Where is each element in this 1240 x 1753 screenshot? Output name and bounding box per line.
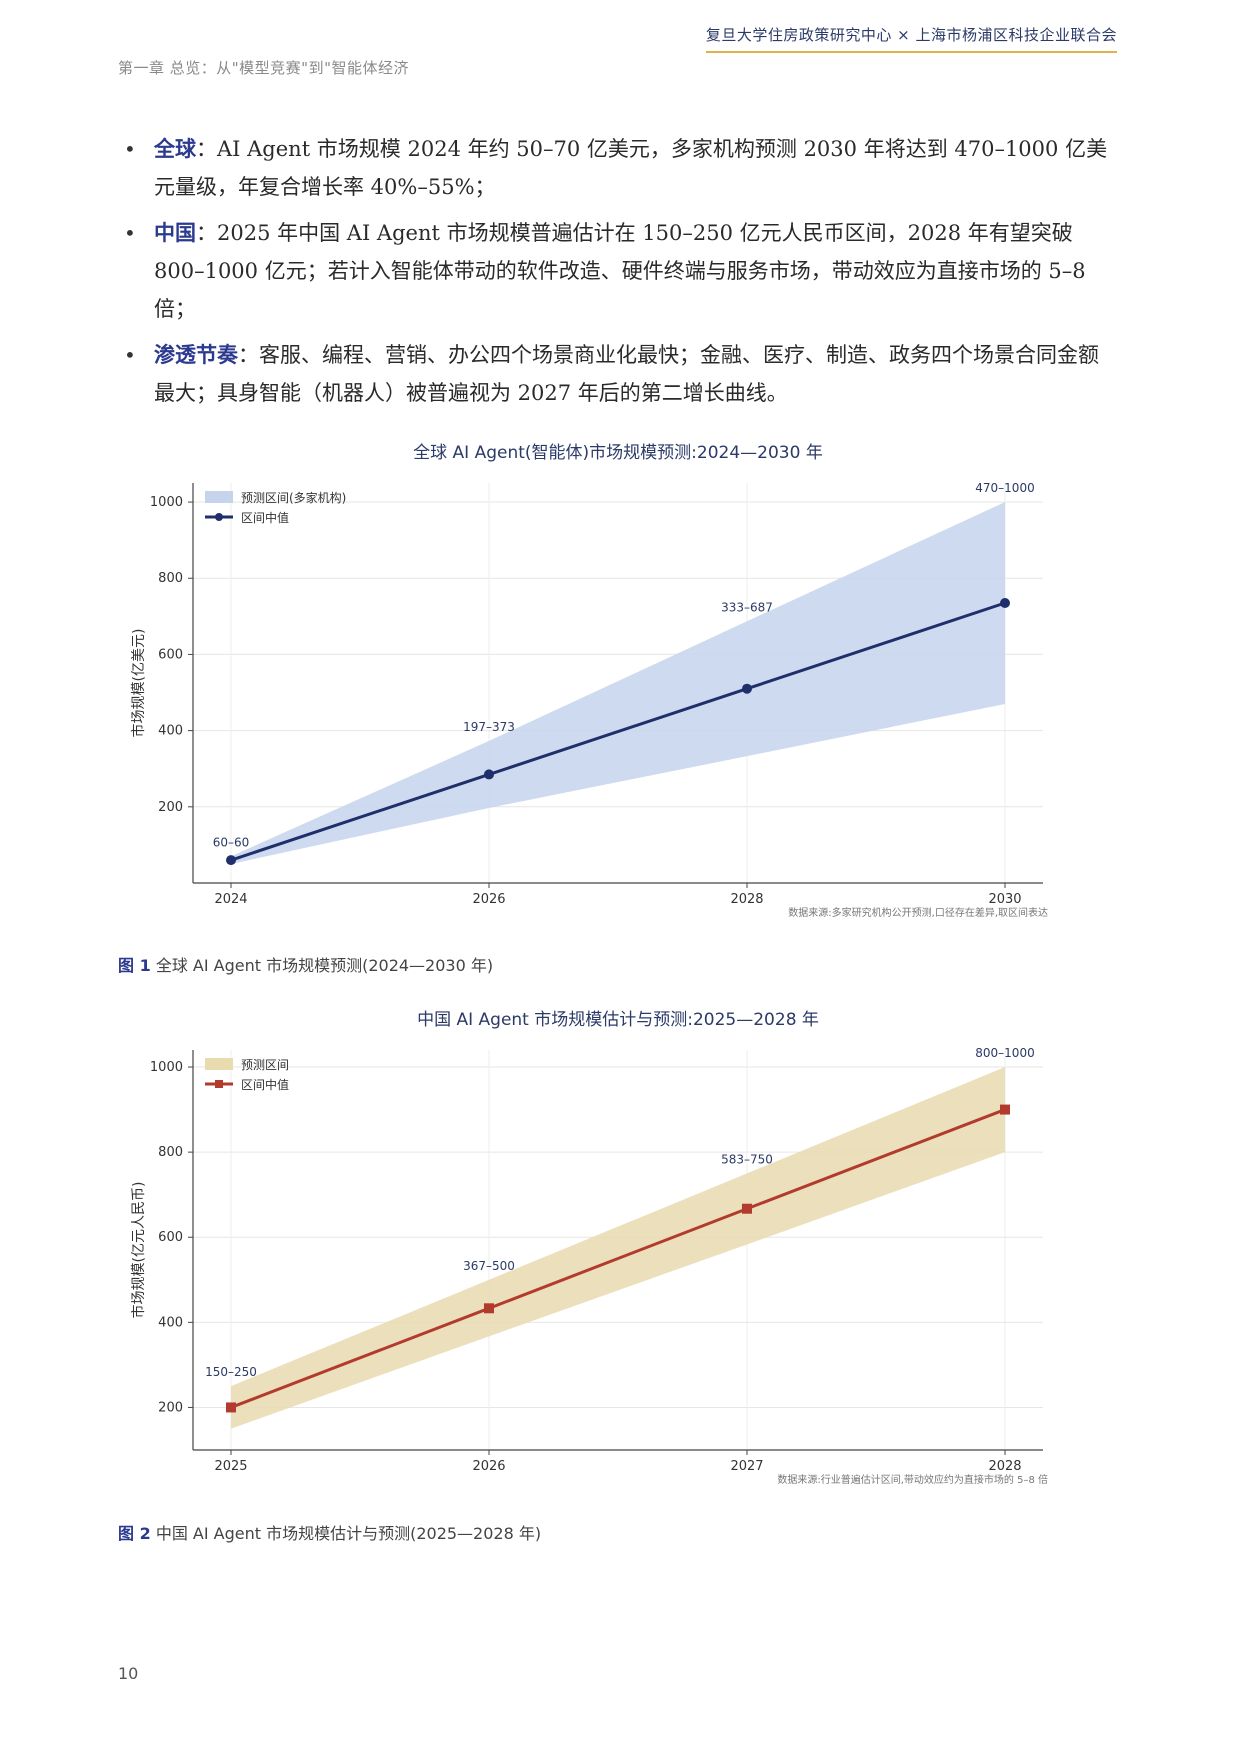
bullet-dot-icon: • — [124, 343, 136, 367]
bullet-dot-icon: • — [124, 137, 136, 161]
median-point — [484, 769, 494, 780]
bullet-dot-icon: • — [124, 221, 136, 245]
bullet-item-china: • 中国：2025 年中国 AI Agent 市场规模普遍估计在 150–250… — [118, 214, 1118, 328]
china-market-chart: 中国 AI Agent 市场规模估计与预测:2025—2028 年 200 400 6… — [130, 1010, 1048, 1486]
y-axis-label: 市场规模(亿美元) — [130, 629, 147, 738]
bullet-list: • 全球：AI Agent 市场规模 2024 年约 50–70 亿美元，多家机… — [118, 130, 1118, 420]
y-tick-label: 600 — [158, 1230, 183, 1245]
bullet-item-penetration: • 渗透节奏：客服、编程、营销、办公四个场景商业化最快；金融、医疗、制造、政务四… — [118, 336, 1118, 412]
median-point — [226, 1402, 236, 1413]
legend-band-label: 预测区间 — [241, 1058, 289, 1072]
range-label: 150–250 — [205, 1365, 257, 1379]
caption-text: 中国 AI Agent 市场规模估计与预测(2025—2028 年) — [155, 1524, 542, 1543]
legend-band-swatch — [205, 491, 233, 503]
x-tick-label: 2026 — [472, 1459, 505, 1474]
chart-title: 中国 AI Agent 市场规模估计与预测:2025—2028 年 — [417, 1010, 819, 1030]
bullet-text: 2025 年中国 AI Agent 市场规模普遍估计在 150–250 亿元人民… — [154, 221, 1086, 321]
range-label: 60–60 — [213, 835, 250, 849]
bullet-text: 客服、编程、营销、办公四个场景商业化最快；金融、医疗、制造、政务四个场景合同金额… — [154, 343, 1099, 405]
x-tick-label: 2030 — [988, 892, 1021, 907]
median-point — [226, 855, 236, 866]
chart-title: 全球 AI Agent(智能体)市场规模预测:2024—2030 年 — [413, 443, 823, 463]
legend-line-label: 区间中值 — [241, 510, 289, 525]
x-tick-label: 2025 — [214, 1459, 247, 1474]
x-tick-label: 2028 — [988, 1459, 1021, 1474]
bullet-item-global: • 全球：AI Agent 市场规模 2024 年约 50–70 亿美元，多家机… — [118, 130, 1118, 206]
median-point — [1000, 598, 1010, 608]
bullet-key: 渗透节奏 — [154, 342, 238, 367]
caption-number: 图 2 — [118, 1524, 151, 1543]
x-tick-label: 2028 — [730, 892, 763, 907]
figure-caption-1: 图 1 全球 AI Agent 市场规模预测(2024—2030 年) — [118, 952, 493, 976]
range-label: 800–1000 — [975, 1046, 1034, 1060]
y-tick-label: 800 — [158, 1145, 183, 1160]
y-tick-label: 800 — [158, 571, 183, 586]
x-tick-label: 2027 — [730, 1459, 763, 1474]
y-tick-label: 1000 — [150, 495, 183, 510]
figure-caption-2: 图 2 中国 AI Agent 市场规模估计与预测(2025—2028 年) — [118, 1520, 541, 1544]
legend-band-swatch — [205, 1058, 233, 1070]
y-tick-label: 200 — [158, 800, 183, 815]
median-point — [742, 1203, 752, 1214]
legend-line-label: 区间中值 — [241, 1077, 289, 1092]
caption-number: 图 1 — [118, 956, 151, 975]
range-label: 470–1000 — [975, 481, 1034, 495]
x-tick-label: 2024 — [214, 892, 247, 907]
median-point — [1000, 1104, 1010, 1115]
forecast-band — [231, 1067, 1005, 1429]
forecast-band — [231, 502, 1005, 864]
y-tick-label: 400 — [158, 1315, 183, 1330]
y-axis-label: 市场规模(亿元人民币) — [130, 1182, 147, 1319]
range-label: 333–687 — [721, 600, 773, 614]
global-market-chart: 全球 AI Agent(智能体)市场规模预测:2024—2030 年 200 400… — [130, 443, 1048, 919]
range-label: 367–500 — [463, 1259, 515, 1273]
median-line — [230, 1108, 1006, 1409]
legend-band-label: 预测区间(多家机构) — [241, 490, 346, 505]
page-number: 10 — [118, 1664, 139, 1683]
y-tick-label: 1000 — [150, 1060, 183, 1075]
bullet-key: 全球 — [154, 136, 196, 161]
header-chapter-title: 第一章 总览：从"模型竞赛"到"智能体经济 — [118, 59, 409, 77]
bullet-sep: ： — [196, 221, 217, 245]
range-label: 197–373 — [463, 720, 515, 734]
bullet-sep: ： — [238, 343, 259, 367]
bullet-sep: ： — [196, 137, 217, 161]
median-point — [484, 1303, 494, 1314]
bullet-text: AI Agent 市场规模 2024 年约 50–70 亿美元，多家机构预测 2… — [154, 137, 1108, 199]
caption-text: 全球 AI Agent 市场规模预测(2024—2030 年) — [155, 956, 494, 975]
x-tick-label: 2026 — [472, 892, 505, 907]
median-line — [230, 601, 1006, 862]
y-tick-label: 200 — [158, 1400, 183, 1415]
legend-marker — [215, 1080, 223, 1088]
range-label: 583–750 — [721, 1152, 773, 1166]
bullet-key: 中国 — [154, 220, 196, 245]
legend-marker — [215, 513, 223, 521]
y-tick-label: 600 — [158, 647, 183, 662]
header-org-title: 复旦大学住房政策研究中心 × 上海市杨浦区科技企业联合会 — [705, 24, 1117, 53]
median-point — [742, 683, 752, 694]
chart-source-note: 数据来源:行业普遍估计区间,带动效应约为直接市场的 5–8 倍 — [777, 1473, 1048, 1486]
chart-source-note: 数据来源:多家研究机构公开预测,口径存在差异,取区间表达 — [788, 906, 1048, 919]
y-tick-label: 400 — [158, 724, 183, 739]
